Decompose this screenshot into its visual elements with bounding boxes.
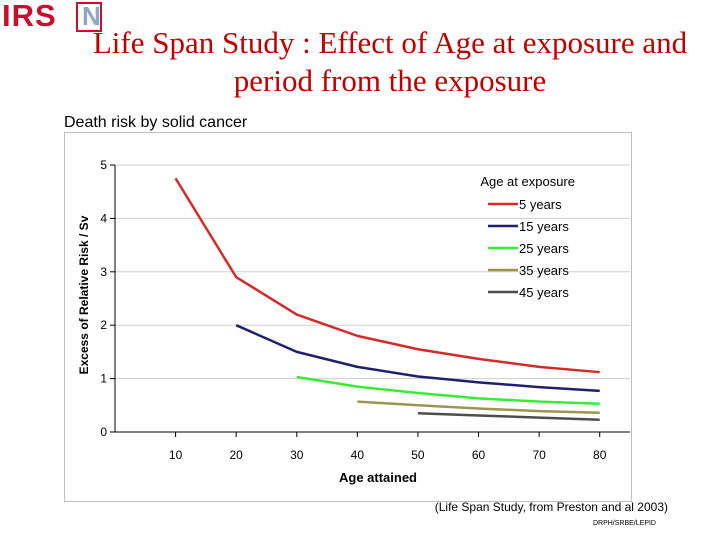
x-tick-label-0: 10 (169, 448, 183, 462)
series-line-0 (174, 177, 600, 374)
legend-label-1: 15 years (519, 219, 569, 234)
y-tick-label-0: 0 (100, 425, 107, 439)
series-lines (174, 177, 600, 421)
series-line-1 (235, 324, 600, 393)
axes: 0 1 2 3 4 5 10 20 30 40 50 60 70 80 (100, 158, 630, 462)
series-line-2 (296, 375, 600, 405)
legend-label-3: 35 years (519, 263, 569, 278)
y-axis-label: Excess of Relative Risk / Sv (77, 215, 91, 374)
series-line-3 (357, 400, 600, 415)
y-tick-label-5: 5 (100, 158, 107, 172)
x-tick-label-2: 30 (290, 448, 304, 462)
x-tick-label-4: 50 (411, 448, 425, 462)
y-tick-label-4: 4 (100, 211, 107, 225)
y-tick-label-1: 1 (100, 372, 107, 386)
series-line-4 (417, 412, 600, 421)
x-tick-label-6: 70 (532, 448, 546, 462)
legend-label-0: 5 years (519, 197, 562, 212)
legend-label-4: 45 years (519, 285, 569, 300)
logo-box: N (76, 1, 102, 32)
irsn-logo: IRS N (0, 0, 104, 34)
logo-text: IRS (2, 0, 57, 33)
x-tick-label-3: 40 (351, 448, 365, 462)
legend-title: Age at exposure (480, 174, 575, 189)
y-tick-label-2: 2 (100, 318, 107, 332)
x-tick-label-1: 20 (229, 448, 243, 462)
chart-title: Death risk by solid cancer (64, 114, 248, 131)
x-tick-label-5: 60 (472, 448, 486, 462)
logo-mark: N (82, 1, 101, 31)
x-axis-label: Age attained (339, 470, 417, 485)
legend-label-2: 25 years (519, 241, 569, 256)
source-note: (Life Span Study, from Preston and al 20… (434, 500, 668, 514)
x-tick-label-7: 80 (593, 448, 607, 462)
legend: Age at exposure 5 years 15 years 25 years 35… (480, 174, 575, 300)
chart-frame (64, 132, 632, 502)
y-tick-label-3: 3 (100, 265, 107, 279)
department-code: DRPH/SRBE/LEPID (592, 520, 656, 527)
slide-title: Life Span Study : Effect of Age at expos… (92, 25, 688, 98)
